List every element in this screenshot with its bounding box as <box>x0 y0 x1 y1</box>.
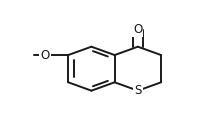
Text: O: O <box>40 49 50 62</box>
Text: S: S <box>134 84 141 97</box>
Text: O: O <box>133 23 143 36</box>
